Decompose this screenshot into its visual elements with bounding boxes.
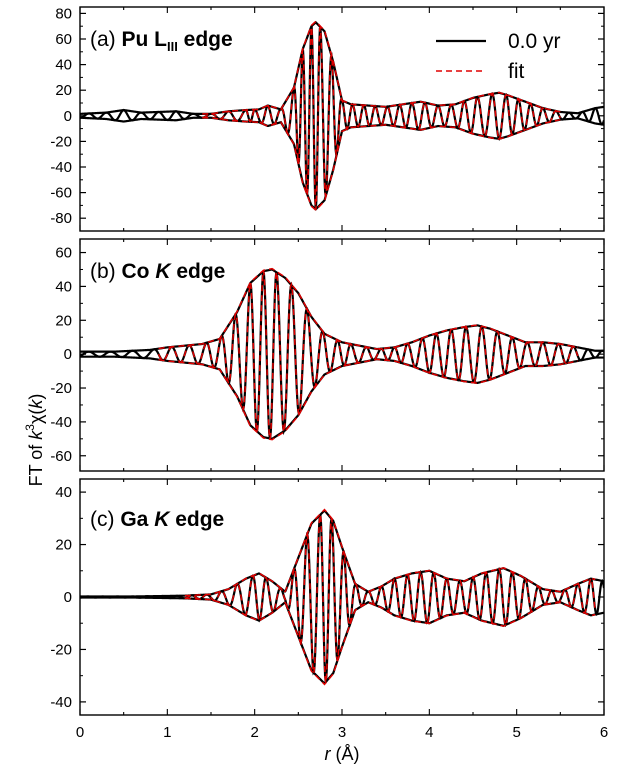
y-tick-label: -60 <box>50 185 72 202</box>
y-tick-label: 80 <box>55 5 72 22</box>
panel-c-frame <box>79 478 605 716</box>
data-magnitude-lower <box>80 355 604 440</box>
legend-label-data: 0.0 yr <box>508 30 561 53</box>
panel-b-frame <box>79 238 605 472</box>
y-tick-label: -20 <box>50 133 72 150</box>
y-tick-label: -40 <box>50 414 72 431</box>
legend: 0.0 yr fit <box>436 30 561 83</box>
fit-magnitude-lower <box>184 597 596 686</box>
panel-b: -60 -40 -20 0 20 40 60 (b) Co K edge <box>50 238 605 472</box>
data-magnitude-lower <box>80 596 604 686</box>
x-tick-label: 1 <box>163 724 171 741</box>
x-tick-label: 3 <box>338 724 346 741</box>
x-tick-label: 4 <box>425 724 433 741</box>
y-axis-label: FT of k3χ(k) <box>23 394 46 487</box>
y-tick-label: -60 <box>50 448 72 465</box>
y-tick-label: -40 <box>50 694 72 711</box>
x-axis-label: r (Å) <box>325 744 360 764</box>
panel-plot-area <box>80 20 604 212</box>
panel-c-title: (c) Ga K edge <box>90 508 224 531</box>
data-magnitude-upper <box>80 268 604 353</box>
fit-magnitude-lower <box>158 358 578 441</box>
fit-real-part <box>202 24 561 211</box>
panel-plot-area <box>80 267 604 441</box>
legend-label-fit: fit <box>508 60 525 83</box>
fit-magnitude-upper <box>202 20 561 115</box>
panel-a-curves <box>80 20 604 212</box>
panel-a-y-ticks: -80 -60 -40 -20 0 20 40 60 80 <box>50 5 605 232</box>
x-tick-label: 5 <box>512 724 520 741</box>
x-tick-label: 2 <box>250 724 258 741</box>
fit-magnitude-lower <box>202 116 561 212</box>
panel-plot-area <box>80 508 604 686</box>
fit-real-part <box>157 270 579 440</box>
y-tick-label: -80 <box>50 210 72 227</box>
panel-c-x-ticks: 0 1 2 3 4 5 6 <box>76 724 608 741</box>
y-tick-label: 60 <box>55 245 72 262</box>
y-tick-label: -20 <box>50 380 72 397</box>
fit-real-part <box>184 513 597 683</box>
y-tick-label: 0 <box>64 108 72 125</box>
panel-a-frame <box>79 6 605 232</box>
y-tick-label: 0 <box>64 589 72 606</box>
panel-a: -80 -60 -40 -20 0 20 40 60 80 (a) Pu LIII edge 0… <box>50 5 605 232</box>
panel-c-y-ticks: -40 -20 0 20 40 <box>50 479 605 715</box>
fit-magnitude-upper <box>158 267 578 350</box>
panel-b-title: (b) Co K edge <box>90 260 225 283</box>
x-tick-label: 0 <box>76 724 84 741</box>
panel-a-title: (a) Pu LIII edge <box>90 28 233 54</box>
y-tick-label: 20 <box>55 537 72 554</box>
y-tick-label: 40 <box>55 278 72 295</box>
x-tick-label: 6 <box>600 724 608 741</box>
panel-c-curves <box>80 508 604 686</box>
y-tick-label: -20 <box>50 641 72 658</box>
y-tick-label: -40 <box>50 159 72 176</box>
panel-b-curves <box>80 267 604 441</box>
y-tick-label: 20 <box>55 312 72 329</box>
y-tick-label: 40 <box>55 57 72 74</box>
data-real-part <box>80 513 604 683</box>
panel-c: -40 -20 0 20 40 0 1 2 3 4 5 6 (c) Ga K edge <box>50 478 608 741</box>
y-tick-label: 20 <box>55 82 72 99</box>
y-tick-label: 40 <box>55 484 72 501</box>
y-tick-label: 0 <box>64 346 72 363</box>
y-tick-label: 60 <box>55 31 72 48</box>
